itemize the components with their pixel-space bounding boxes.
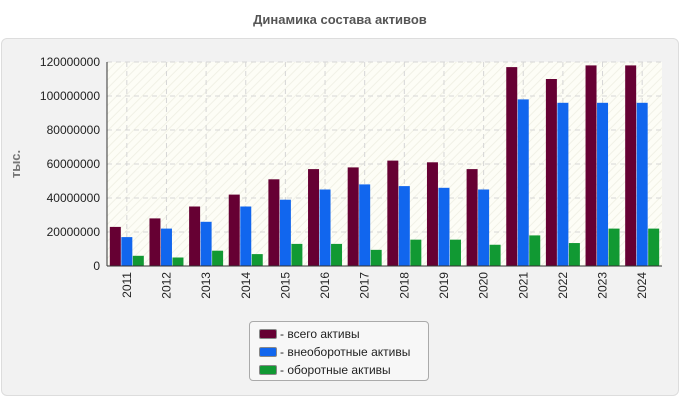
bar-noncurrent-assets xyxy=(398,186,410,266)
y-tick-label: 40000000 xyxy=(47,191,101,205)
bar-total-assets xyxy=(109,226,121,266)
bar-current-assets xyxy=(529,235,541,266)
bar-current-assets xyxy=(608,228,620,266)
bar-total-assets xyxy=(625,65,637,267)
bar-current-assets xyxy=(132,255,144,266)
legend-label-total: - всего активы xyxy=(280,327,360,341)
bar-total-assets xyxy=(585,65,597,267)
bar-total-assets xyxy=(308,169,320,266)
bar-noncurrent-assets xyxy=(557,102,569,266)
bar-current-assets xyxy=(410,239,422,266)
x-tick-label: 2011 xyxy=(120,272,134,298)
y-tick-label: 20000000 xyxy=(47,225,101,239)
x-tick-label: 2016 xyxy=(318,272,332,299)
legend-item-noncurrent-assets[interactable]: - внеоборотные активы xyxy=(259,343,428,361)
bar-noncurrent-assets xyxy=(279,199,291,266)
bar-total-assets xyxy=(426,162,438,266)
legend-label-noncurrent: - внеоборотные активы xyxy=(280,345,411,359)
bar-total-assets xyxy=(228,194,240,266)
bar-total-assets xyxy=(149,218,161,266)
bar-current-assets xyxy=(172,257,184,266)
bar-noncurrent-assets xyxy=(160,228,172,266)
legend-swatch-total xyxy=(259,329,277,339)
x-tick-label: 2018 xyxy=(397,272,411,299)
x-tick-label: 2014 xyxy=(239,272,253,299)
bar-noncurrent-assets xyxy=(200,221,212,266)
bar-current-assets xyxy=(370,249,382,266)
chart-title: Динамика состава активов xyxy=(253,12,427,27)
x-tick-label: 2022 xyxy=(556,272,570,299)
bar-total-assets xyxy=(347,167,359,266)
bar-noncurrent-assets xyxy=(636,102,648,266)
bar-total-assets xyxy=(387,160,399,266)
bar-total-assets xyxy=(268,179,280,266)
x-tick-label: 2021 xyxy=(516,272,530,299)
x-tick-label: 2023 xyxy=(596,272,610,299)
bar-noncurrent-assets xyxy=(359,184,371,266)
y-tick-label: 0 xyxy=(93,259,100,273)
bar-total-assets xyxy=(466,169,478,266)
bar-current-assets xyxy=(449,239,461,266)
legend-label-current: - оборотные активы xyxy=(280,363,391,377)
bar-noncurrent-assets xyxy=(597,102,609,266)
x-tick-label: 2015 xyxy=(278,272,292,299)
legend-item-current-assets[interactable]: - оборотные активы xyxy=(259,361,428,379)
bar-current-assets xyxy=(648,228,660,266)
x-tick-label: 2020 xyxy=(477,272,491,299)
legend-item-total-assets[interactable]: - всего активы xyxy=(259,325,428,343)
bar-noncurrent-assets xyxy=(240,206,252,266)
bar-current-assets xyxy=(331,243,343,266)
y-tick-label: 120000000 xyxy=(40,55,100,69)
bar-total-assets xyxy=(506,67,518,266)
legend-swatch-current xyxy=(259,365,277,375)
legend-swatch-noncurrent xyxy=(259,347,277,357)
x-tick-label: 2012 xyxy=(159,272,173,299)
bar-total-assets xyxy=(189,206,201,266)
x-tick-label: 2013 xyxy=(199,272,213,299)
y-tick-label: 100000000 xyxy=(40,89,100,103)
bar-noncurrent-assets xyxy=(319,189,331,266)
bar-noncurrent-assets xyxy=(517,99,529,267)
bar-current-assets xyxy=(568,243,580,266)
bar-current-assets xyxy=(212,250,224,266)
bar-total-assets xyxy=(545,79,557,266)
y-tick-label: 80000000 xyxy=(47,123,101,137)
x-tick-label: 2017 xyxy=(358,272,372,299)
y-axis-label: тыс. xyxy=(8,150,23,178)
y-tick-label: 60000000 xyxy=(47,157,101,171)
chart-legend: - всего активы - внеоборотные активы - о… xyxy=(249,321,429,381)
bar-current-assets xyxy=(489,244,501,266)
bar-current-assets xyxy=(291,243,303,266)
bar-current-assets xyxy=(251,254,263,266)
bar-noncurrent-assets xyxy=(478,189,490,266)
bar-noncurrent-assets xyxy=(438,187,450,266)
bar-noncurrent-assets xyxy=(121,237,133,266)
x-tick-label: 2024 xyxy=(635,272,649,299)
x-tick-label: 2019 xyxy=(437,272,451,299)
